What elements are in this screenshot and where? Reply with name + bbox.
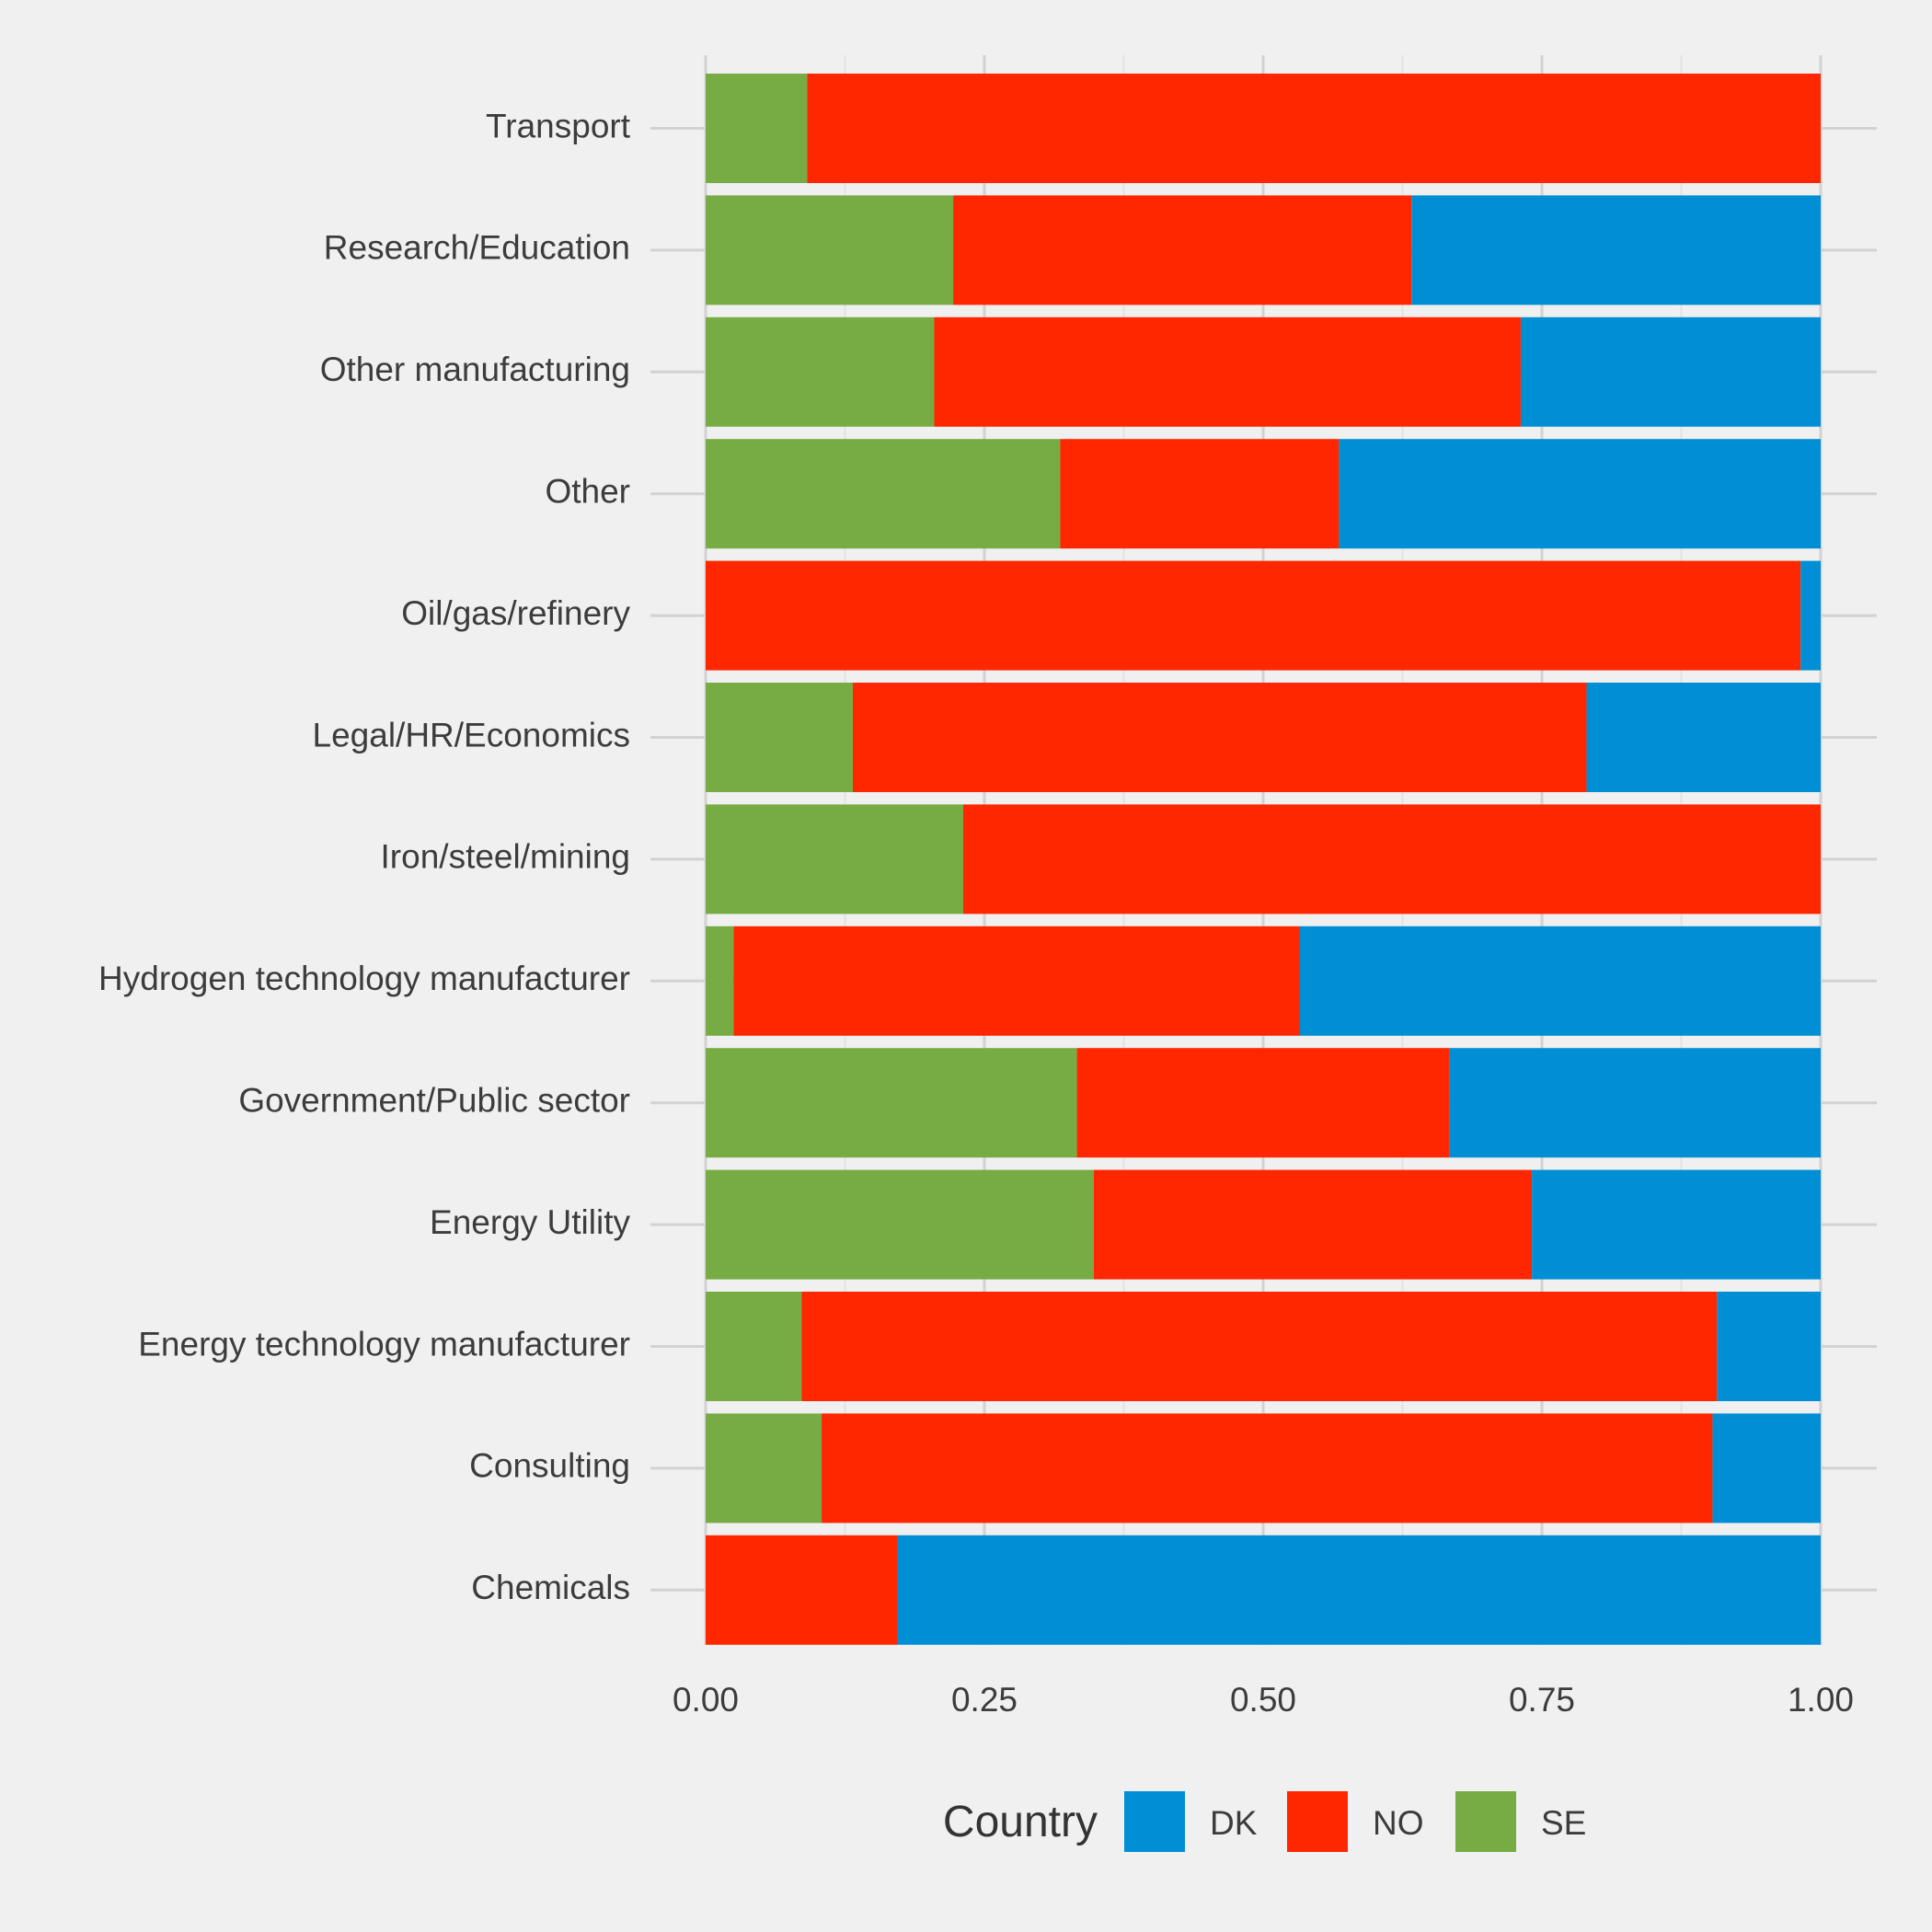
y-tick-label: Chemicals xyxy=(471,1569,630,1606)
legend: Country DK NO SE xyxy=(943,1791,1586,1852)
x-tick-label: 0.25 xyxy=(951,1681,1018,1719)
bar-se xyxy=(706,74,808,183)
bar-se xyxy=(706,1048,1077,1158)
y-tick-label: Oil/gas/refinery xyxy=(401,594,630,632)
bar-se xyxy=(706,804,963,914)
x-axis-labels: 0.00 0.25 0.50 0.75 1.00 xyxy=(673,1681,1854,1719)
bar-dk xyxy=(1586,683,1821,792)
legend-title: Country xyxy=(943,1798,1098,1846)
bars xyxy=(706,74,1821,1645)
bar-dk xyxy=(1339,439,1821,549)
bar-no xyxy=(706,1535,898,1645)
bar-se xyxy=(706,926,734,1036)
bar-dk xyxy=(1800,560,1821,671)
legend-key-no xyxy=(1287,1791,1348,1852)
x-tick-label: 0.75 xyxy=(1509,1681,1575,1719)
bar-se xyxy=(706,316,935,427)
bar-no xyxy=(1076,1048,1450,1158)
bar-dk xyxy=(897,1535,1821,1645)
y-tick-label: Energy Utility xyxy=(430,1203,630,1241)
y-tick-label: Iron/steel/mining xyxy=(381,838,630,876)
legend-key-se xyxy=(1455,1791,1516,1852)
x-tick-label: 0.50 xyxy=(1230,1681,1296,1719)
bar-no xyxy=(953,195,1412,305)
bar-no xyxy=(733,926,1300,1036)
y-tick-label: Government/Public sector xyxy=(238,1081,630,1119)
bar-se xyxy=(706,439,1061,549)
bar-no xyxy=(934,316,1521,427)
bar-no xyxy=(962,804,1821,914)
bar-no xyxy=(807,74,1821,183)
bar-dk xyxy=(1411,195,1821,305)
bar-no xyxy=(852,683,1587,792)
y-axis-labels: Transport Research/Education Other manufac… xyxy=(98,107,631,1606)
bar-no xyxy=(822,1413,1713,1524)
y-tick-label: Legal/HR/Economics xyxy=(313,716,630,753)
y-tick-label: Research/Education xyxy=(324,229,630,267)
bar-dk xyxy=(1717,1292,1821,1401)
y-tick-label: Energy technology manufacturer xyxy=(138,1325,630,1363)
y-tick-label: Other xyxy=(545,472,630,510)
bar-dk xyxy=(1532,1169,1821,1280)
legend-label-se: SE xyxy=(1541,1804,1586,1842)
legend-key-dk xyxy=(1124,1791,1185,1852)
legend-label-no: NO xyxy=(1373,1804,1424,1842)
bar-dk xyxy=(1712,1413,1821,1524)
bar-se xyxy=(706,1169,1094,1280)
bar-dk xyxy=(1299,926,1821,1036)
y-tick-label: Consulting xyxy=(469,1447,630,1485)
bar-no xyxy=(1093,1169,1533,1280)
bar-se xyxy=(706,683,853,792)
y-tick-label: Hydrogen technology manufacturer xyxy=(98,960,630,997)
bar-dk xyxy=(1449,1048,1821,1158)
bar-no xyxy=(801,1292,1718,1401)
bar-no xyxy=(1060,439,1340,549)
y-tick-label: Other manufacturing xyxy=(320,351,630,388)
bar-no xyxy=(706,560,1801,671)
bar-se xyxy=(706,1292,802,1401)
bar-se xyxy=(706,1413,822,1524)
x-tick-label: 1.00 xyxy=(1788,1681,1854,1719)
x-tick-label: 0.00 xyxy=(673,1681,739,1719)
bar-dk xyxy=(1520,316,1821,427)
bar-se xyxy=(706,195,954,305)
y-tick-label: Transport xyxy=(486,107,631,144)
legend-label-dk: DK xyxy=(1210,1804,1258,1842)
